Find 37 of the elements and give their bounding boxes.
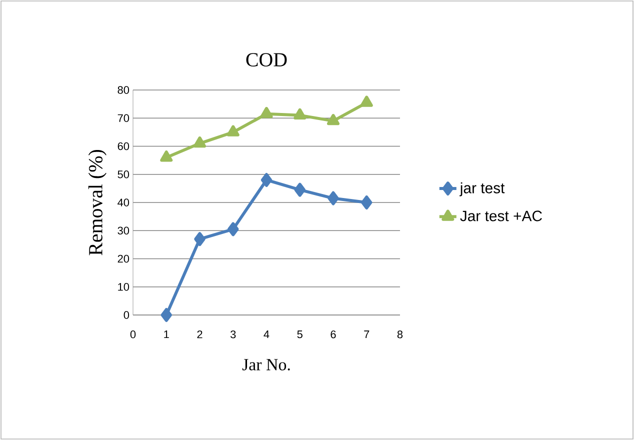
x-tick-label: 5 [297,330,302,338]
y-tick-label: 70 [118,114,130,122]
y-tick-label: 40 [118,198,130,206]
x-tick-label: 3 [230,330,236,338]
point [328,191,339,206]
y-tick-label: 80 [118,86,130,94]
x-tick-label: 6 [330,330,336,338]
x-axis-title: Jar No. [242,359,290,370]
point [260,172,272,187]
point [228,222,239,236]
x-tick-label: 1 [164,330,169,338]
point [160,308,172,322]
point [360,96,373,107]
y-tick-label: 20 [118,254,130,263]
x-tick-label: 0 [130,330,136,338]
legend-label: jar test [460,182,505,196]
point [361,195,372,210]
x-tick-label: 2 [197,330,202,338]
point [226,125,240,136]
point [260,106,273,118]
y-tick-label: 30 [118,226,130,234]
point [160,150,173,162]
point [294,182,306,197]
x-tick-label: 4 [264,330,270,338]
point [326,114,340,126]
y-tick-label: 0 [124,311,130,319]
point [294,108,306,120]
legend-label: Jar test +AC [460,210,542,222]
point [194,232,206,246]
y-tick-label: 10 [118,282,130,291]
y-tick-label: 60 [118,142,130,150]
x-tick-label: 7 [364,330,370,338]
y-tick-label: 50 [118,170,130,178]
point [193,136,206,148]
chart-title: COD [246,53,287,66]
y-axis-title: Removal (%) [88,150,106,256]
x-tick-label: 8 [397,330,403,338]
